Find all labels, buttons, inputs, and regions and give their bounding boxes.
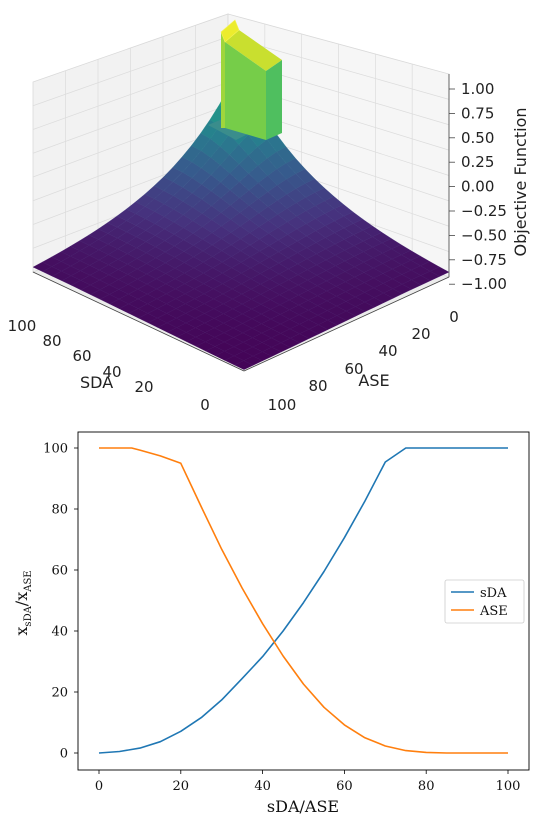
- x-tick-label: 60: [336, 779, 353, 794]
- surface-plot-3d: 1.00 0.75 0.50 0.25 0.00 −0.25 −0.50 −0.75 −1.00…: [8, 13, 530, 414]
- y-tick-label: 100: [43, 442, 68, 457]
- x-axis-sda: 100 80 60 40 20 0 SDA: [8, 271, 245, 414]
- x-tick-label: 100: [496, 779, 521, 794]
- z-tick-label: 0.75: [461, 104, 494, 122]
- line-plot-2d: 0 20 40 60 80 100 0 20 40 60 80 100 sDA/ASE xsDA/xA…: [12, 431, 530, 816]
- y-tick-label: 100: [268, 396, 297, 414]
- legend-box: [444, 579, 525, 624]
- z-tick-label: −0.50: [461, 226, 507, 244]
- legend-label-ase: ASE: [479, 604, 508, 619]
- z-axis: 1.00 0.75 0.50 0.25 0.00 −0.25 −0.50 −0.75 −1.00…: [448, 74, 530, 293]
- y-tick-label: 60: [344, 360, 363, 378]
- z-tick-label: 0.00: [461, 178, 494, 196]
- z-tick-label: 1.00: [461, 80, 494, 98]
- y-tick-label: 0: [60, 747, 68, 762]
- x-tick-label: 20: [134, 378, 153, 396]
- x-tick-label: 20: [173, 779, 190, 794]
- z-tick-label: 0.25: [461, 153, 494, 171]
- y-tick-label: 80: [51, 503, 68, 518]
- y-tick-label: 20: [51, 686, 68, 701]
- x-tick-label: 0: [95, 779, 103, 794]
- x-tick-label: 80: [418, 779, 435, 794]
- x-tick-label: 60: [72, 347, 91, 365]
- legend: sDA ASE: [444, 579, 525, 624]
- y-axis-label: ASE: [358, 371, 389, 390]
- series-lines: [98, 447, 508, 754]
- y-tick-label: 60: [51, 564, 68, 579]
- surface-patch: [233, 360, 254, 370]
- z-tick-label: −0.25: [461, 202, 507, 220]
- objective-surface: [32, 71, 450, 370]
- z-tick-label: −0.75: [461, 251, 507, 269]
- x-tick-label: 80: [42, 332, 61, 350]
- z-tick-label: 0.50: [461, 129, 494, 147]
- y-axis-ase: 0 20 40 60 80 100 ASE: [243, 276, 459, 414]
- legend-label-sda: sDA: [480, 586, 507, 601]
- x-tick-label: 100: [8, 317, 37, 335]
- z-axis-label: Objective Function: [511, 107, 530, 256]
- axis-ticks: 0 20 40 60 80 100 0 20 40 60 80 100: [43, 442, 520, 795]
- x-tick-label: 40: [254, 779, 271, 794]
- series-line-sda: [98, 447, 508, 754]
- y-tick-label: 40: [378, 342, 397, 360]
- x-tick-label: 40: [102, 363, 121, 381]
- surface-peak-block: [208, 19, 282, 140]
- x-tick-label: 0: [200, 396, 210, 414]
- series-line-ase: [99, 447, 508, 754]
- y-tick-label: 0: [449, 308, 459, 326]
- y-tick-label: 80: [308, 377, 327, 395]
- z-tick-label: −1.00: [461, 275, 507, 293]
- y-axis-label-2d: xsDA/xASE: [12, 570, 34, 635]
- y-tick-label: 40: [51, 625, 68, 640]
- plot-frame: [77, 431, 530, 771]
- x-axis-label: SDA: [80, 373, 113, 392]
- x-axis-label-2d: sDA/ASE: [267, 797, 339, 816]
- y-tick-label: 20: [411, 325, 430, 343]
